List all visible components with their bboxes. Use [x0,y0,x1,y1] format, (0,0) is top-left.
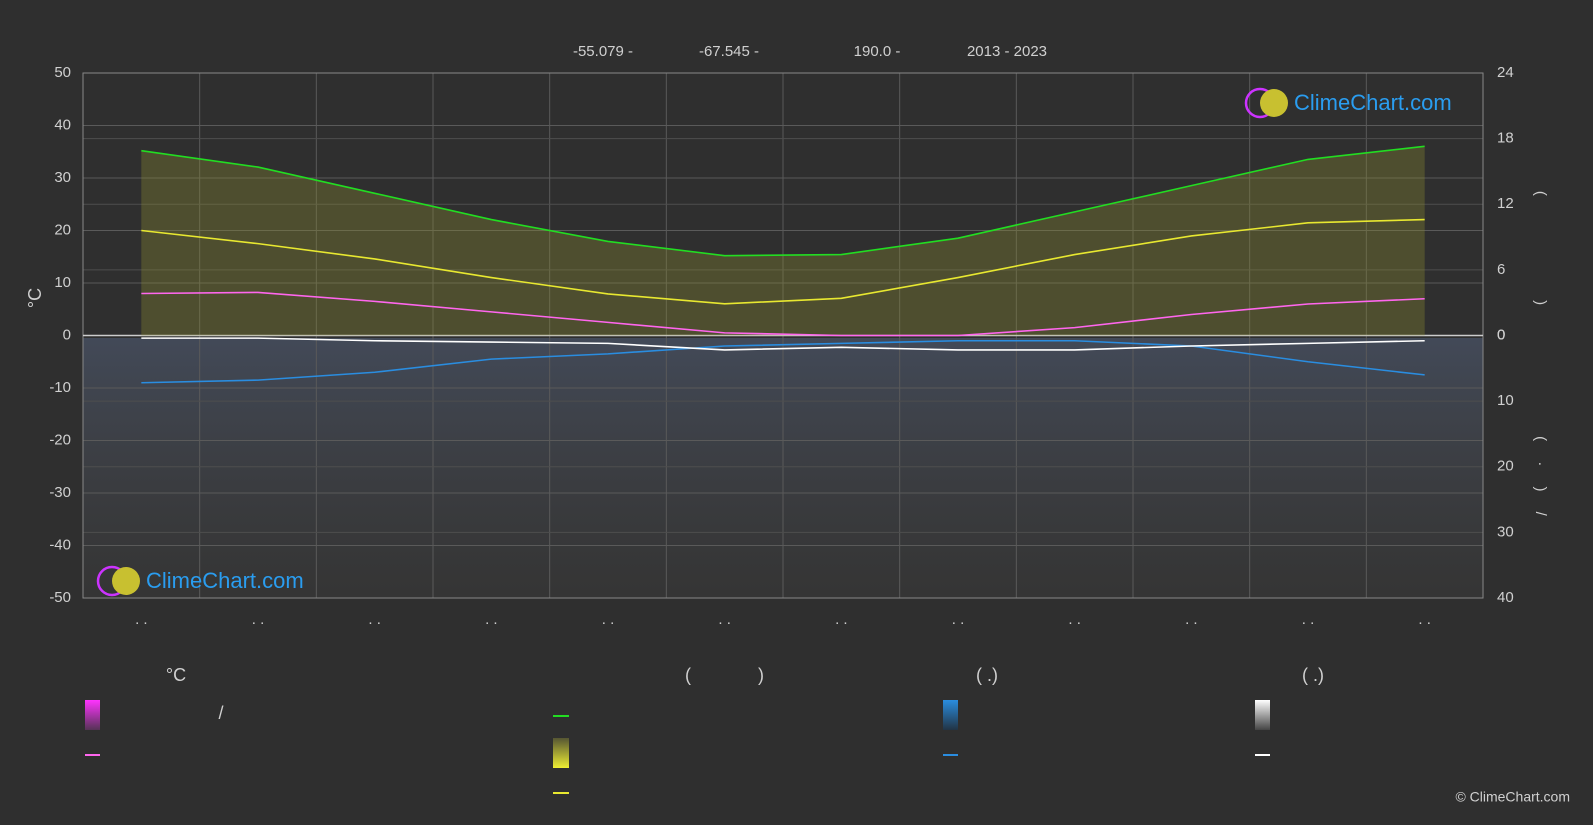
y-tick-label: 20 [54,221,71,238]
x-tick-label: . . [835,611,848,628]
logo-text: ClimeChart.com [1294,90,1452,115]
y-tick-label: -50 [49,589,71,606]
y3-tick-label: 20 [1497,458,1514,475]
sunshine-area [141,146,1425,336]
legend-text: / [218,703,223,723]
legend-text: ( .) [976,665,998,685]
y3-tick-label: 10 [1497,392,1514,409]
y2-tick-label: 12 [1497,195,1514,212]
copyright: © ClimeChart.com [1455,789,1570,805]
y-tick-label: 0 [63,326,71,343]
y2-axis-label: ( ) [1532,191,1549,355]
y2-tick-label: 24 [1497,64,1514,81]
x-tick-label: . . [368,611,381,628]
y3-axis-label: ( · ) / [1532,436,1549,524]
y-tick-label: -20 [49,431,71,448]
y-tick-label: -30 [49,484,71,501]
y-tick-label: 30 [54,169,71,186]
legend-text: ( [685,665,691,685]
y2-tick-label: 6 [1497,261,1505,278]
y-tick-label: 50 [54,64,71,81]
legend-swatches [85,700,1270,794]
legend-text: ( .) [1302,665,1324,685]
series-line [141,218,1425,305]
x-tick-label: . . [485,611,498,628]
y3-tick-label: 40 [1497,589,1514,606]
y-axis-label: °C [25,288,45,308]
x-tick-label: . . [952,611,965,628]
x-tick-label: . . [1068,611,1081,628]
subtitle: -67.545 - [699,43,759,60]
x-tick-label: . . [718,611,731,628]
y2-tick-label: 0 [1497,326,1505,343]
subtitle: -55.079 - [573,43,633,60]
x-tick-label: . . [1185,611,1198,628]
logo-sun [1260,89,1288,117]
x-tick-label: . . [135,611,148,628]
x-tick-label: . . [1418,611,1431,628]
y3-tick-label: 30 [1497,523,1514,540]
y-tick-label: 40 [54,116,71,133]
series-line [141,291,1425,337]
subtitle: 2013 - 2023 [967,43,1047,60]
x-tick-label: . . [602,611,615,628]
legend-text: °C [166,665,186,685]
series-line [141,337,1425,351]
logo-sun [112,567,140,595]
y-tick-label: -10 [49,379,71,396]
y2-tick-label: 18 [1497,130,1514,147]
y3-tick-label: 0 [1497,326,1505,343]
subtitle: 190.0 - [854,43,901,60]
series-line [141,339,1425,384]
y-tick-label: 10 [54,274,71,291]
logo-text: ClimeChart.com [146,568,304,593]
legend-text: ) [758,665,764,685]
y-tick-label: -40 [49,536,71,553]
x-tick-label: . . [1302,611,1315,628]
series-line [141,145,1425,257]
x-tick-label: . . [252,611,265,628]
